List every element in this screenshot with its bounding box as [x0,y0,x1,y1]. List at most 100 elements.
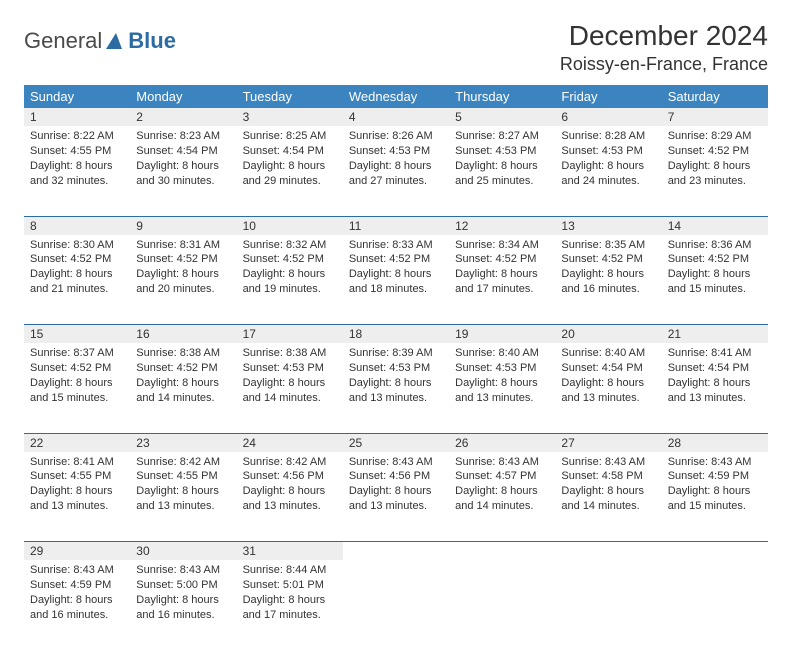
daynum-row: 891011121314 [24,216,768,235]
day-cell: Sunrise: 8:40 AMSunset: 4:53 PMDaylight:… [449,343,555,433]
daylight-text: Daylight: 8 hours [349,484,443,499]
sunrise-text: Sunrise: 8:38 AM [243,346,337,361]
day-cell: Sunrise: 8:32 AMSunset: 4:52 PMDaylight:… [237,235,343,325]
daylight-text: and 16 minutes. [136,608,230,623]
day-cell: Sunrise: 8:37 AMSunset: 4:52 PMDaylight:… [24,343,130,433]
sunrise-text: Sunrise: 8:28 AM [561,129,655,144]
daylight-text: and 25 minutes. [455,174,549,189]
daylight-text: Daylight: 8 hours [30,267,124,282]
day-number: 15 [24,325,130,344]
day-cell: Sunrise: 8:44 AMSunset: 5:01 PMDaylight:… [237,560,343,650]
sunset-text: Sunset: 4:57 PM [455,469,549,484]
daylight-text: and 13 minutes. [668,391,762,406]
daylight-text: Daylight: 8 hours [455,159,549,174]
day-number: 1 [24,108,130,126]
day-cell: Sunrise: 8:43 AMSunset: 4:57 PMDaylight:… [449,452,555,542]
daylight-text: Daylight: 8 hours [349,376,443,391]
daylight-text: Daylight: 8 hours [136,484,230,499]
daylight-text: Daylight: 8 hours [668,376,762,391]
weekday-header: Saturday [662,85,768,108]
day-cell: Sunrise: 8:41 AMSunset: 4:54 PMDaylight:… [662,343,768,433]
daylight-text: Daylight: 8 hours [455,267,549,282]
sunrise-text: Sunrise: 8:25 AM [243,129,337,144]
day-cell: Sunrise: 8:43 AMSunset: 4:59 PMDaylight:… [662,452,768,542]
day-number: 30 [130,542,236,561]
day-cell: Sunrise: 8:22 AMSunset: 4:55 PMDaylight:… [24,126,130,216]
sunrise-text: Sunrise: 8:43 AM [349,455,443,470]
sunrise-text: Sunrise: 8:30 AM [30,238,124,253]
daydata-row: Sunrise: 8:43 AMSunset: 4:59 PMDaylight:… [24,560,768,650]
day-number: 23 [130,433,236,452]
day-number: 5 [449,108,555,126]
sunrise-text: Sunrise: 8:29 AM [668,129,762,144]
day-cell: Sunrise: 8:27 AMSunset: 4:53 PMDaylight:… [449,126,555,216]
daylight-text: Daylight: 8 hours [455,484,549,499]
daylight-text: Daylight: 8 hours [349,267,443,282]
day-cell: Sunrise: 8:30 AMSunset: 4:52 PMDaylight:… [24,235,130,325]
sunset-text: Sunset: 4:54 PM [243,144,337,159]
daylight-text: and 30 minutes. [136,174,230,189]
title-block: December 2024 Roissy-en-France, France [560,20,768,75]
day-cell: Sunrise: 8:43 AMSunset: 4:58 PMDaylight:… [555,452,661,542]
logo-word1: General [24,28,102,54]
weekday-header: Thursday [449,85,555,108]
sunset-text: Sunset: 4:55 PM [30,469,124,484]
sunset-text: Sunset: 4:52 PM [136,361,230,376]
sunset-text: Sunset: 4:59 PM [668,469,762,484]
day-number: 20 [555,325,661,344]
daylight-text: and 19 minutes. [243,282,337,297]
sunrise-text: Sunrise: 8:34 AM [455,238,549,253]
daylight-text: and 16 minutes. [561,282,655,297]
sunset-text: Sunset: 4:52 PM [30,361,124,376]
sunrise-text: Sunrise: 8:43 AM [455,455,549,470]
day-cell [662,560,768,650]
daylight-text: and 14 minutes. [455,499,549,514]
daylight-text: and 14 minutes. [561,499,655,514]
sunrise-text: Sunrise: 8:33 AM [349,238,443,253]
sunset-text: Sunset: 5:00 PM [136,578,230,593]
day-number: 29 [24,542,130,561]
sunset-text: Sunset: 4:53 PM [349,144,443,159]
sunrise-text: Sunrise: 8:22 AM [30,129,124,144]
weekday-header: Friday [555,85,661,108]
daynum-row: 15161718192021 [24,325,768,344]
sunset-text: Sunset: 4:52 PM [349,252,443,267]
daylight-text: and 16 minutes. [30,608,124,623]
weekday-header-row: Sunday Monday Tuesday Wednesday Thursday… [24,85,768,108]
day-number: 26 [449,433,555,452]
daylight-text: and 13 minutes. [349,499,443,514]
daylight-text: Daylight: 8 hours [30,593,124,608]
daylight-text: Daylight: 8 hours [561,159,655,174]
daylight-text: Daylight: 8 hours [455,376,549,391]
sunset-text: Sunset: 4:52 PM [455,252,549,267]
day-cell: Sunrise: 8:31 AMSunset: 4:52 PMDaylight:… [130,235,236,325]
day-number [449,542,555,561]
daylight-text: Daylight: 8 hours [136,593,230,608]
daylight-text: and 17 minutes. [243,608,337,623]
day-number: 18 [343,325,449,344]
day-number: 6 [555,108,661,126]
day-number: 9 [130,216,236,235]
day-cell: Sunrise: 8:43 AMSunset: 5:00 PMDaylight:… [130,560,236,650]
day-cell: Sunrise: 8:35 AMSunset: 4:52 PMDaylight:… [555,235,661,325]
day-cell: Sunrise: 8:39 AMSunset: 4:53 PMDaylight:… [343,343,449,433]
day-number: 17 [237,325,343,344]
sunrise-text: Sunrise: 8:26 AM [349,129,443,144]
day-cell: Sunrise: 8:29 AMSunset: 4:52 PMDaylight:… [662,126,768,216]
day-number: 24 [237,433,343,452]
daylight-text: Daylight: 8 hours [561,376,655,391]
daylight-text: and 17 minutes. [455,282,549,297]
sunrise-text: Sunrise: 8:42 AM [243,455,337,470]
logo-sail-icon [104,31,126,51]
sunrise-text: Sunrise: 8:23 AM [136,129,230,144]
day-number: 2 [130,108,236,126]
day-number: 7 [662,108,768,126]
daynum-row: 293031 [24,542,768,561]
daylight-text: and 14 minutes. [243,391,337,406]
day-cell: Sunrise: 8:43 AMSunset: 4:56 PMDaylight:… [343,452,449,542]
sunset-text: Sunset: 4:53 PM [455,144,549,159]
daydata-row: Sunrise: 8:41 AMSunset: 4:55 PMDaylight:… [24,452,768,542]
sunset-text: Sunset: 4:54 PM [561,361,655,376]
daylight-text: Daylight: 8 hours [136,376,230,391]
sunset-text: Sunset: 5:01 PM [243,578,337,593]
